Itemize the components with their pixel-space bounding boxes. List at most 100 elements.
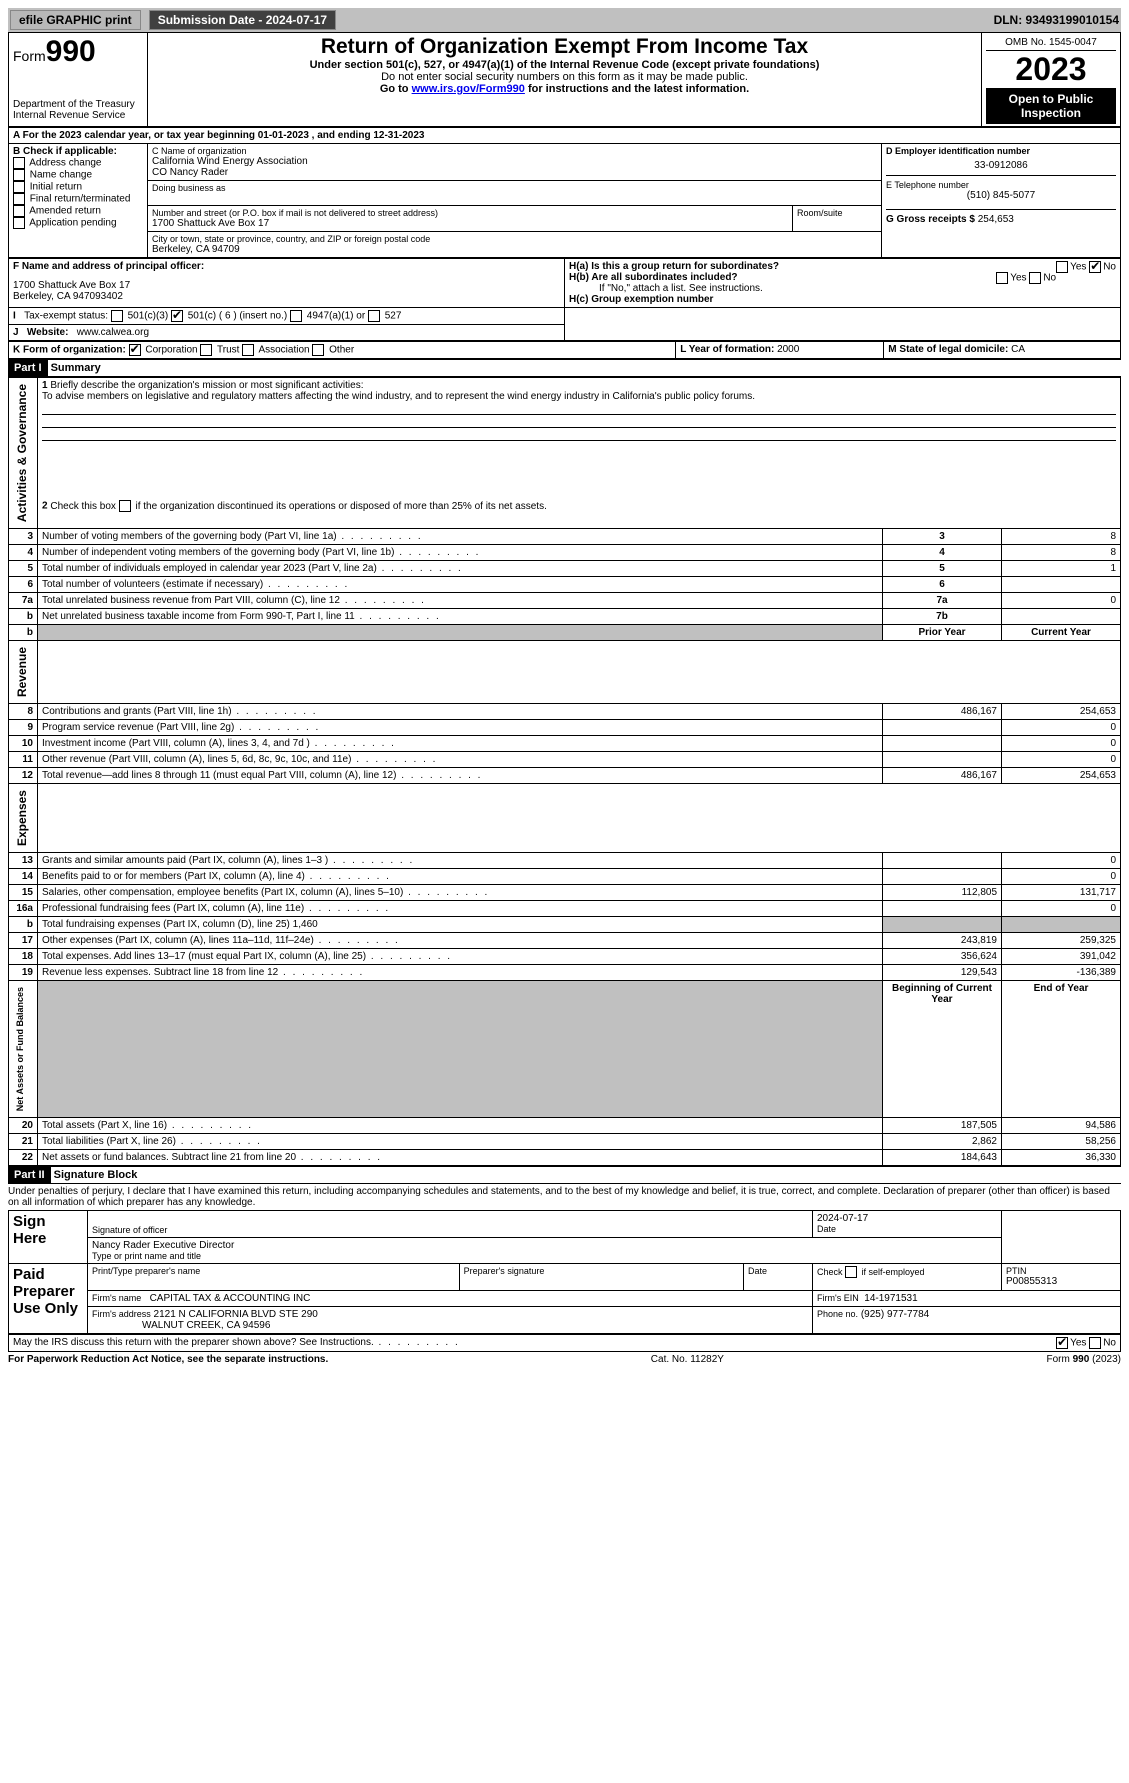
4947-label: 4947(a)(1) or bbox=[307, 311, 365, 322]
4947-checkbox[interactable] bbox=[290, 310, 302, 322]
page-footer: For Paperwork Reduction Act Notice, see … bbox=[8, 1352, 1121, 1365]
dept-label: Department of the Treasury Internal Reve… bbox=[13, 99, 143, 121]
corp-checkbox[interactable] bbox=[129, 344, 141, 356]
hb-label: H(b) Are all subordinates included? bbox=[569, 272, 738, 283]
part-ii-badge: Part II bbox=[8, 1167, 51, 1183]
domicile-value: CA bbox=[1011, 344, 1025, 355]
street-value: 1700 Shattuck Ave Box 17 bbox=[152, 218, 788, 229]
discuss-yes-checkbox[interactable] bbox=[1056, 1337, 1068, 1349]
gross-receipts-label: G Gross receipts $ bbox=[886, 214, 975, 225]
hb-note: If "No," attach a list. See instructions… bbox=[569, 283, 1116, 294]
form-number: Form990 bbox=[13, 35, 143, 69]
trust-checkbox[interactable] bbox=[200, 344, 212, 356]
527-label: 527 bbox=[385, 311, 402, 322]
summary-table: Activities & Governance 1 Briefly descri… bbox=[8, 377, 1121, 1166]
sig-date-label: Date bbox=[817, 1224, 997, 1234]
paid-preparer-label: Paid Preparer Use Only bbox=[9, 1264, 88, 1334]
street-label: Number and street (or P.O. box if mail i… bbox=[152, 208, 788, 218]
preparer-name-label: Print/Type preparer's name bbox=[92, 1266, 455, 1276]
signature-table: Sign Here Signature of officer 2024-07-1… bbox=[8, 1210, 1121, 1334]
527-checkbox[interactable] bbox=[368, 310, 380, 322]
part-ii-title: Signature Block bbox=[54, 1169, 138, 1181]
firm-addr-label: Firm's address bbox=[92, 1309, 151, 1319]
side-label-rev: Revenue bbox=[13, 643, 31, 701]
preparer-sig-label: Preparer's signature bbox=[464, 1266, 739, 1276]
officer-name: Nancy Rader Executive Director bbox=[92, 1240, 997, 1251]
top-toolbar: efile GRAPHIC print Submission Date - 20… bbox=[8, 8, 1121, 32]
part-ii-header: Part II Signature Block bbox=[8, 1166, 1121, 1184]
side-label-net: Net Assets or Fund Balances bbox=[13, 983, 27, 1115]
footer-left: For Paperwork Reduction Act Notice, see … bbox=[8, 1354, 328, 1365]
corp-label: Corporation bbox=[145, 345, 197, 356]
discuss-no-checkbox[interactable] bbox=[1089, 1337, 1101, 1349]
q1-label: Briefly describe the organization's miss… bbox=[50, 380, 363, 391]
hb-no-checkbox[interactable] bbox=[1029, 272, 1041, 284]
prior-year-hdr: Prior Year bbox=[883, 625, 1002, 641]
omb-number: OMB No. 1545-0047 bbox=[986, 35, 1116, 51]
side-label-exp: Expenses bbox=[13, 786, 31, 850]
q1-text: To advise members on legislative and reg… bbox=[42, 391, 755, 402]
year-formation-label: L Year of formation: bbox=[680, 344, 774, 355]
footer-right: Form 990 (2023) bbox=[1047, 1354, 1121, 1365]
assoc-label: Association bbox=[258, 345, 309, 356]
501c-checkbox[interactable] bbox=[171, 310, 183, 322]
form-title: Return of Organization Exempt From Incom… bbox=[152, 35, 977, 59]
hc-label: H(c) Group exemption number bbox=[569, 294, 1116, 305]
website-value: www.calwea.org bbox=[77, 327, 149, 338]
form-org-label: K Form of organization: bbox=[13, 345, 126, 356]
submission-date-button[interactable]: Submission Date - 2024-07-17 bbox=[149, 10, 336, 30]
ein-value: 33-0912086 bbox=[886, 156, 1116, 175]
other-label: Other bbox=[329, 345, 354, 356]
form-subtitle-1: Under section 501(c), 527, or 4947(a)(1)… bbox=[152, 59, 977, 71]
form-header: Form990 Department of the Treasury Inter… bbox=[8, 32, 1121, 127]
firm-phone: (925) 977-7784 bbox=[861, 1309, 929, 1320]
ptin-value: P00855313 bbox=[1006, 1276, 1116, 1287]
perjury-declaration: Under penalties of perjury, I declare th… bbox=[8, 1184, 1121, 1210]
website-label: Website: bbox=[27, 327, 69, 338]
officer-addr1: 1700 Shattuck Ave Box 17 bbox=[13, 280, 560, 291]
efile-print-button[interactable]: efile GRAPHIC print bbox=[10, 10, 141, 30]
org-name: California Wind Energy Association bbox=[152, 156, 877, 167]
self-employed-checkbox[interactable] bbox=[845, 1266, 857, 1278]
form-subtitle-2: Do not enter social security numbers on … bbox=[152, 71, 977, 83]
section-k-l-m: K Form of organization: Corporation Trus… bbox=[8, 341, 1121, 359]
irs-link[interactable]: www.irs.gov/Form990 bbox=[412, 83, 525, 95]
ein-label: D Employer identification number bbox=[886, 146, 1116, 156]
city-label: City or town, state or province, country… bbox=[152, 234, 877, 244]
org-co: CO Nancy Rader bbox=[152, 167, 877, 178]
q2-label: Check this box if the organization disco… bbox=[50, 501, 547, 512]
ha-no-checkbox[interactable] bbox=[1089, 261, 1101, 273]
beg-year-hdr: Beginning of Current Year bbox=[883, 981, 1002, 1118]
501c3-checkbox[interactable] bbox=[111, 310, 123, 322]
assoc-checkbox[interactable] bbox=[242, 344, 254, 356]
tax-year: 2023 bbox=[986, 51, 1116, 88]
firm-phone-label: Phone no. bbox=[817, 1309, 858, 1319]
self-employed-label: Check if self-employed bbox=[817, 1267, 925, 1277]
form-subtitle-3: Go to www.irs.gov/Form990 for instructio… bbox=[152, 83, 977, 95]
end-year-hdr: End of Year bbox=[1002, 981, 1121, 1118]
section-b-label: B Check if applicable: bbox=[13, 146, 143, 157]
officer-name-label: Type or print name and title bbox=[92, 1251, 997, 1261]
b-checkbox[interactable] bbox=[13, 193, 25, 205]
other-checkbox[interactable] bbox=[312, 344, 324, 356]
firm-name-label: Firm's name bbox=[92, 1293, 141, 1303]
hb-yes-checkbox[interactable] bbox=[996, 272, 1008, 284]
b-checkbox[interactable] bbox=[13, 205, 25, 217]
current-year-hdr: Current Year bbox=[1002, 625, 1121, 641]
b-checkbox[interactable] bbox=[13, 217, 25, 229]
officer-addr2: Berkeley, CA 947093402 bbox=[13, 291, 560, 302]
b-checkbox[interactable] bbox=[13, 181, 25, 193]
b-checkbox[interactable] bbox=[13, 157, 25, 169]
sign-here-label: Sign Here bbox=[9, 1211, 88, 1264]
ha-yes-checkbox[interactable] bbox=[1056, 261, 1068, 273]
name-label: C Name of organization bbox=[152, 146, 877, 156]
footer-mid: Cat. No. 11282Y bbox=[651, 1354, 724, 1365]
q2-checkbox[interactable] bbox=[119, 500, 131, 512]
preparer-date-label: Date bbox=[748, 1266, 808, 1276]
tax-period: For the 2023 calendar year, or tax year … bbox=[23, 130, 425, 141]
city-value: Berkeley, CA 94709 bbox=[152, 244, 877, 255]
phone-value: (510) 845-5077 bbox=[886, 190, 1116, 201]
tax-status-label: Tax-exempt status: bbox=[24, 311, 108, 322]
year-formation-value: 2000 bbox=[777, 344, 799, 355]
b-checkbox[interactable] bbox=[13, 169, 25, 181]
